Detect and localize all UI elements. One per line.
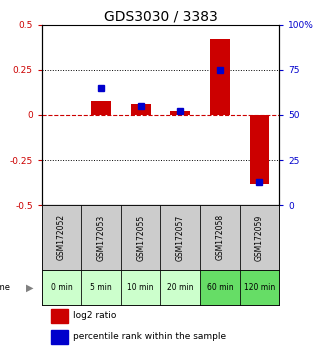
Bar <box>42 205 81 270</box>
Bar <box>131 104 151 115</box>
Bar <box>121 270 160 305</box>
Text: 5 min: 5 min <box>90 283 112 292</box>
Bar <box>121 205 160 270</box>
Text: GSM172053: GSM172053 <box>97 214 106 261</box>
Text: 10 min: 10 min <box>127 283 154 292</box>
Bar <box>81 205 121 270</box>
Bar <box>249 115 269 183</box>
Bar <box>51 330 68 344</box>
Bar <box>240 270 279 305</box>
Bar <box>240 205 279 270</box>
Bar <box>200 270 240 305</box>
Text: log2 ratio: log2 ratio <box>73 312 116 320</box>
Bar <box>210 39 230 115</box>
Text: time: time <box>0 283 11 292</box>
Bar <box>42 270 81 305</box>
Text: 0 min: 0 min <box>51 283 73 292</box>
Bar <box>51 309 68 322</box>
Title: GDS3030 / 3383: GDS3030 / 3383 <box>104 10 217 24</box>
Bar <box>170 112 190 115</box>
Text: GSM172052: GSM172052 <box>57 214 66 261</box>
Text: 120 min: 120 min <box>244 283 275 292</box>
Text: GSM172059: GSM172059 <box>255 214 264 261</box>
Bar <box>91 101 111 115</box>
Text: GSM172058: GSM172058 <box>215 214 224 261</box>
Text: GSM172055: GSM172055 <box>136 214 145 261</box>
Bar <box>200 205 240 270</box>
Text: GSM172057: GSM172057 <box>176 214 185 261</box>
Bar <box>160 205 200 270</box>
Text: percentile rank within the sample: percentile rank within the sample <box>73 332 226 341</box>
Bar <box>81 270 121 305</box>
Text: 60 min: 60 min <box>207 283 233 292</box>
Bar <box>160 270 200 305</box>
Text: ▶: ▶ <box>26 282 34 292</box>
Text: 20 min: 20 min <box>167 283 194 292</box>
